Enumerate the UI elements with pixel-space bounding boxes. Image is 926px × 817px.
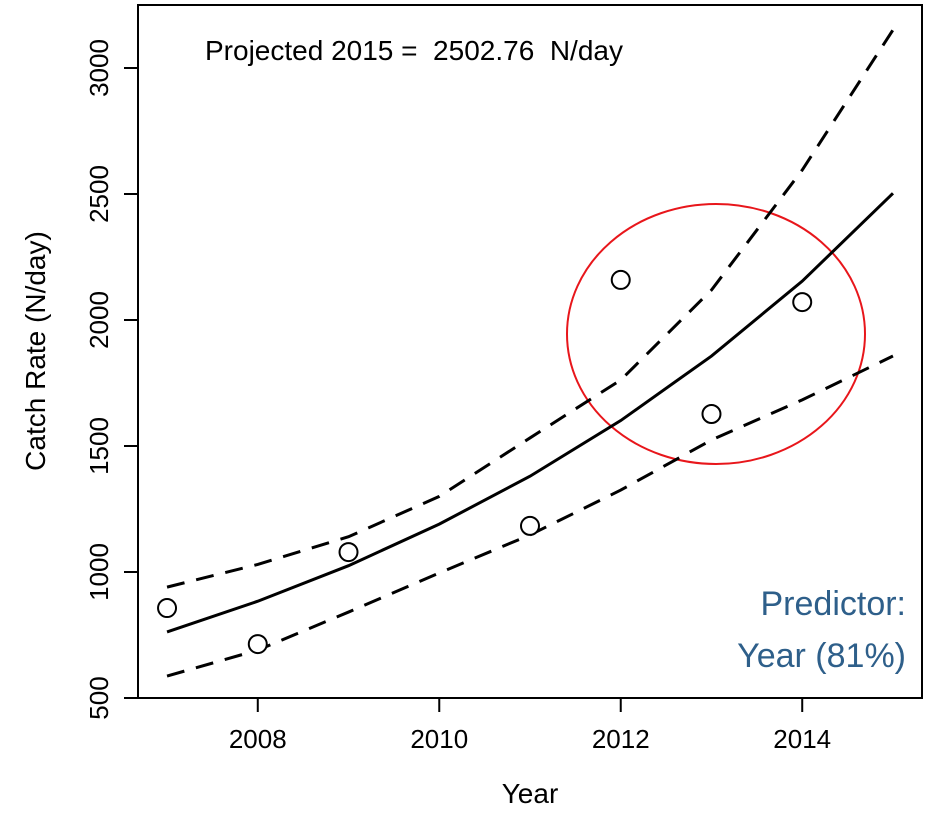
point <box>701 403 722 424</box>
x-tick-label: 2010 <box>410 724 468 754</box>
annotation: Projected 2015 = 2502.76 N/day <box>205 35 623 66</box>
fit-line <box>166 192 895 634</box>
point <box>157 598 178 619</box>
point <box>520 515 540 536</box>
x-axis-title: Year <box>502 778 559 809</box>
y-tick-label: 1000 <box>84 543 114 601</box>
point <box>247 634 268 655</box>
plot-frame <box>137 4 923 699</box>
y-tick-label: 1500 <box>84 417 114 475</box>
point <box>792 292 813 313</box>
y-tick-label: 500 <box>84 676 114 719</box>
predictor-note: Predictor: <box>761 585 907 623</box>
y-tick-label: 2000 <box>84 291 114 349</box>
point <box>610 269 631 290</box>
point <box>338 542 359 563</box>
y-axis-title: Catch Rate (N/day) <box>20 231 51 471</box>
confidence-line <box>166 354 894 678</box>
predictor-note: Year (81%) <box>737 637 906 675</box>
x-tick-label: 2008 <box>229 724 287 754</box>
x-tick-label: 2012 <box>592 724 650 754</box>
y-tick-label: 3000 <box>84 39 114 97</box>
confidence-line <box>166 29 895 589</box>
highlight-ellipse <box>566 203 866 465</box>
y-tick-label: 2500 <box>84 165 114 223</box>
x-tick-label: 2014 <box>773 724 831 754</box>
